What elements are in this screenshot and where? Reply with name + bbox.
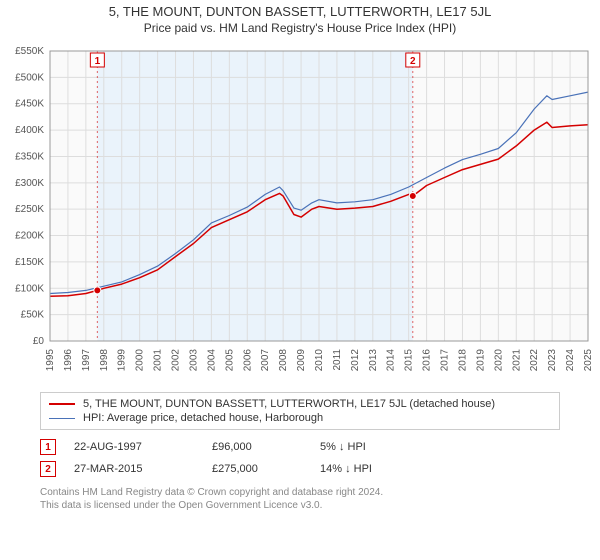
transaction-row: 1 22-AUG-1997 £96,000 5% ↓ HPI xyxy=(40,436,560,458)
transaction-price: £96,000 xyxy=(212,441,302,453)
svg-text:2024: 2024 xyxy=(565,349,576,372)
legend: 5, THE MOUNT, DUNTON BASSETT, LUTTERWORT… xyxy=(40,392,560,430)
page-title: 5, THE MOUNT, DUNTON BASSETT, LUTTERWORT… xyxy=(0,4,600,19)
svg-text:1997: 1997 xyxy=(81,349,92,372)
footer-line-2: This data is licensed under the Open Gov… xyxy=(40,499,560,512)
legend-item: 5, THE MOUNT, DUNTON BASSETT, LUTTERWORT… xyxy=(49,397,551,411)
svg-text:£100K: £100K xyxy=(15,283,44,294)
price-chart: £0 £50K £100K £150K £200K £250K £300K £350K £400… xyxy=(0,41,600,386)
svg-text:2008: 2008 xyxy=(278,349,289,372)
svg-text:1998: 1998 xyxy=(99,349,110,372)
svg-text:£150K: £150K xyxy=(15,257,44,268)
svg-text:£350K: £350K xyxy=(15,151,44,162)
transaction-price: £275,000 xyxy=(212,463,302,475)
svg-text:2020: 2020 xyxy=(493,349,504,372)
transaction-marker: 2 xyxy=(40,461,56,477)
svg-text:2023: 2023 xyxy=(547,349,558,372)
transaction-date: 27-MAR-2015 xyxy=(74,463,194,475)
svg-text:£250K: £250K xyxy=(15,204,44,215)
legend-label: HPI: Average price, detached house, Harb… xyxy=(83,412,323,424)
svg-text:2005: 2005 xyxy=(224,349,235,372)
svg-text:2003: 2003 xyxy=(188,349,199,372)
svg-text:2016: 2016 xyxy=(422,349,433,372)
svg-text:£300K: £300K xyxy=(15,178,44,189)
svg-text:2007: 2007 xyxy=(260,349,271,372)
svg-text:£200K: £200K xyxy=(15,231,44,242)
svg-text:£50K: £50K xyxy=(21,310,45,321)
svg-text:2: 2 xyxy=(410,56,416,67)
chart-svg: £0 £50K £100K £150K £200K £250K £300K £350K £400… xyxy=(0,41,600,381)
svg-text:2001: 2001 xyxy=(153,349,164,372)
svg-text:£500K: £500K xyxy=(15,72,44,83)
svg-text:2019: 2019 xyxy=(475,349,486,372)
svg-text:2002: 2002 xyxy=(171,349,182,372)
legend-item: HPI: Average price, detached house, Harb… xyxy=(49,411,551,425)
transaction-delta: 5% ↓ HPI xyxy=(320,441,366,453)
svg-text:2015: 2015 xyxy=(404,349,415,372)
svg-text:1: 1 xyxy=(95,56,101,67)
svg-text:2021: 2021 xyxy=(511,349,522,372)
svg-text:2018: 2018 xyxy=(457,349,468,372)
svg-text:2012: 2012 xyxy=(350,349,361,372)
svg-text:£0: £0 xyxy=(33,336,45,347)
svg-text:£450K: £450K xyxy=(15,99,44,110)
svg-text:2025: 2025 xyxy=(583,349,594,372)
svg-text:2011: 2011 xyxy=(332,349,343,371)
legend-label: 5, THE MOUNT, DUNTON BASSETT, LUTTERWORT… xyxy=(83,398,495,410)
transaction-delta: 14% ↓ HPI xyxy=(320,463,372,475)
svg-text:£400K: £400K xyxy=(15,125,44,136)
svg-text:£550K: £550K xyxy=(15,46,44,57)
transaction-date: 22-AUG-1997 xyxy=(74,441,194,453)
legend-swatch xyxy=(49,403,75,405)
transaction-marker: 1 xyxy=(40,439,56,455)
footer-line-1: Contains HM Land Registry data © Crown c… xyxy=(40,486,560,499)
svg-text:1996: 1996 xyxy=(63,349,74,372)
svg-text:2014: 2014 xyxy=(386,349,397,372)
footer: Contains HM Land Registry data © Crown c… xyxy=(40,486,560,512)
svg-text:2006: 2006 xyxy=(242,349,253,372)
transaction-row: 2 27-MAR-2015 £275,000 14% ↓ HPI xyxy=(40,458,560,480)
svg-text:2004: 2004 xyxy=(206,349,217,372)
svg-text:1999: 1999 xyxy=(117,349,128,372)
svg-text:2017: 2017 xyxy=(440,349,451,372)
svg-text:2010: 2010 xyxy=(314,349,325,372)
legend-swatch xyxy=(49,418,75,419)
transactions: 1 22-AUG-1997 £96,000 5% ↓ HPI 2 27-MAR-2015 £… xyxy=(40,436,560,480)
page-subtitle: Price paid vs. HM Land Registry's House … xyxy=(0,21,600,35)
svg-text:2022: 2022 xyxy=(529,349,540,372)
svg-text:2013: 2013 xyxy=(368,349,379,372)
svg-text:2000: 2000 xyxy=(135,349,146,372)
svg-text:1995: 1995 xyxy=(45,349,56,372)
svg-text:2009: 2009 xyxy=(296,349,307,372)
